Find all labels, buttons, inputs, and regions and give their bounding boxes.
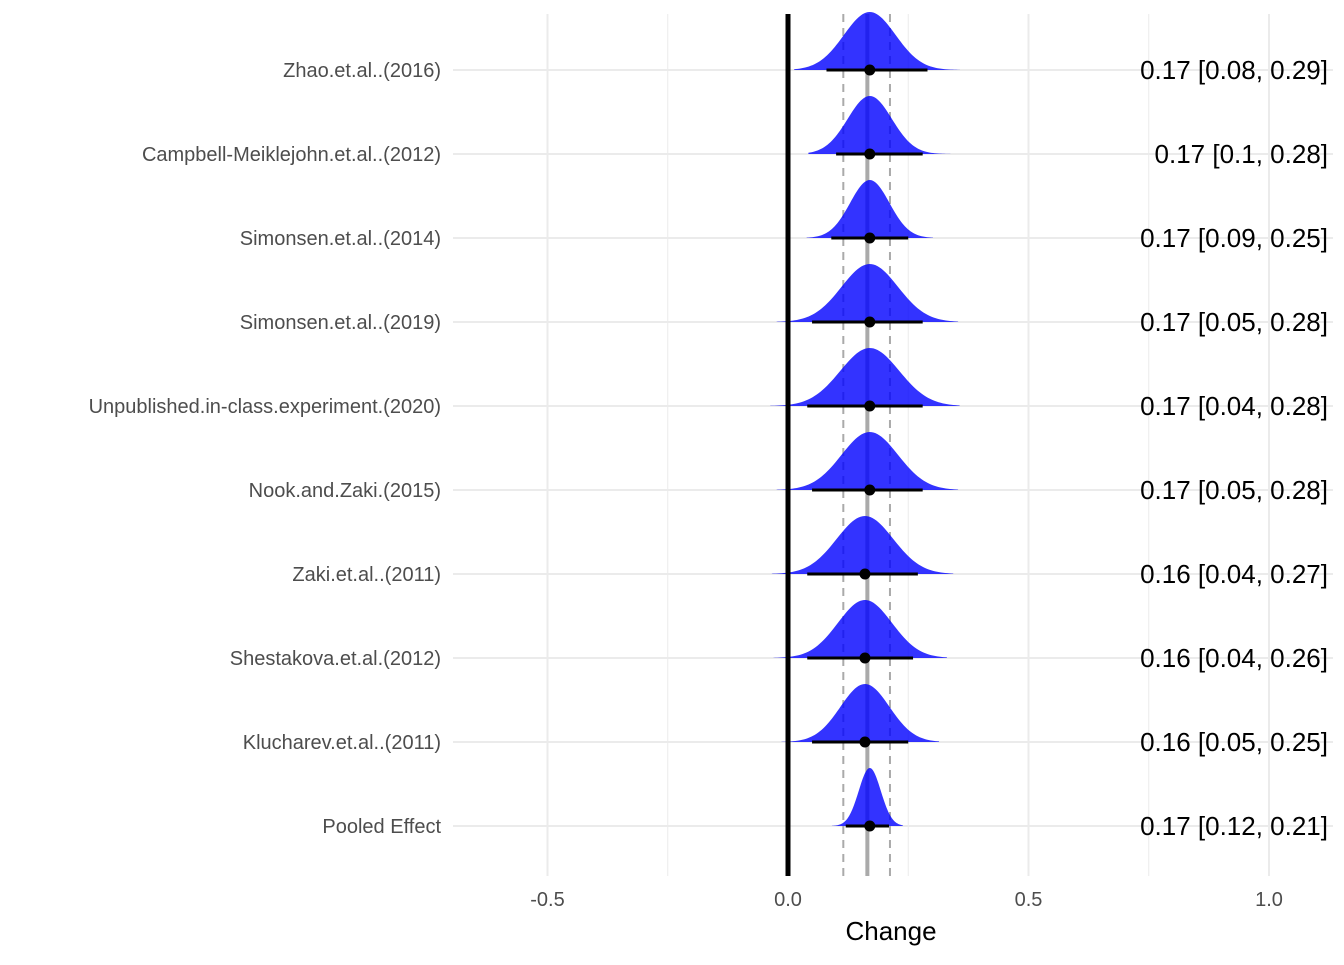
estimate-label: 0.16 [0.04, 0.27] (1140, 559, 1328, 589)
point-estimate (864, 400, 876, 412)
estimate-label: 0.17 [0.09, 0.25] (1140, 223, 1328, 253)
density-curve (771, 516, 954, 574)
point-estimate (859, 736, 871, 748)
estimate-label: 0.17 [0.04, 0.28] (1140, 391, 1328, 421)
study-label: Simonsen.et.al..(2019) (240, 312, 441, 334)
estimate-labels: 0.17 [0.08, 0.29] 0.17 [0.1, 0.28] 0.17 [0… (1140, 55, 1328, 841)
study-label: Shestakova.et.al.(2012) (230, 648, 441, 670)
x-tick-label: 0.5 (1015, 889, 1043, 911)
estimate-label: 0.17 [0.08, 0.29] (1140, 55, 1328, 85)
estimate-label: 0.16 [0.05, 0.25] (1140, 727, 1328, 757)
estimate-label: 0.17 [0.12, 0.21] (1140, 811, 1328, 841)
intervals (807, 64, 928, 832)
x-axis-tick-labels: -0.5 0.0 0.5 1.0 (530, 889, 1283, 911)
density-curve (806, 180, 933, 238)
estimate-label: 0.16 [0.04, 0.26] (1140, 643, 1328, 673)
point-estimate (864, 64, 876, 76)
study-label: Zaki.et.al..(2011) (292, 564, 441, 586)
density-curve (808, 96, 951, 154)
estimate-label: 0.17 [0.05, 0.28] (1140, 475, 1328, 505)
study-label: Pooled Effect (322, 816, 441, 838)
point-estimate (859, 568, 871, 580)
estimate-label: 0.17 [0.05, 0.28] (1140, 307, 1328, 337)
densities (770, 12, 960, 826)
point-estimate (864, 232, 876, 244)
study-label: Unpublished.in-class.experiment.(2020) (89, 396, 441, 418)
study-label: Nook.and.Zaki.(2015) (249, 480, 441, 502)
density-curve (776, 432, 959, 490)
point-estimate (859, 652, 871, 664)
x-tick-label: -0.5 (530, 889, 564, 911)
density-curve (781, 684, 940, 742)
x-tick-label: 1.0 (1255, 889, 1283, 911)
estimate-label: 0.17 [0.1, 0.28] (1155, 139, 1328, 169)
study-label: Simonsen.et.al..(2014) (240, 228, 441, 250)
x-tick-label: 0.0 (774, 889, 802, 911)
density-curve (831, 768, 903, 826)
x-axis-title: Change (845, 916, 936, 946)
point-estimate (864, 484, 876, 496)
y-axis-labels: Zhao.et.al..(2016) Campbell-Meiklejohn.et… (89, 60, 442, 838)
point-estimate (864, 316, 876, 328)
study-label: Klucharev.et.al..(2011) (243, 732, 441, 754)
point-estimate (864, 820, 876, 832)
study-label: Zhao.et.al..(2016) (283, 60, 441, 82)
density-curve (773, 600, 947, 658)
density-curve (776, 264, 959, 322)
study-label: Campbell-Meiklejohn.et.al..(2012) (142, 144, 441, 166)
density-curve (794, 12, 960, 70)
point-estimate (864, 148, 876, 160)
density-curve (770, 348, 960, 406)
